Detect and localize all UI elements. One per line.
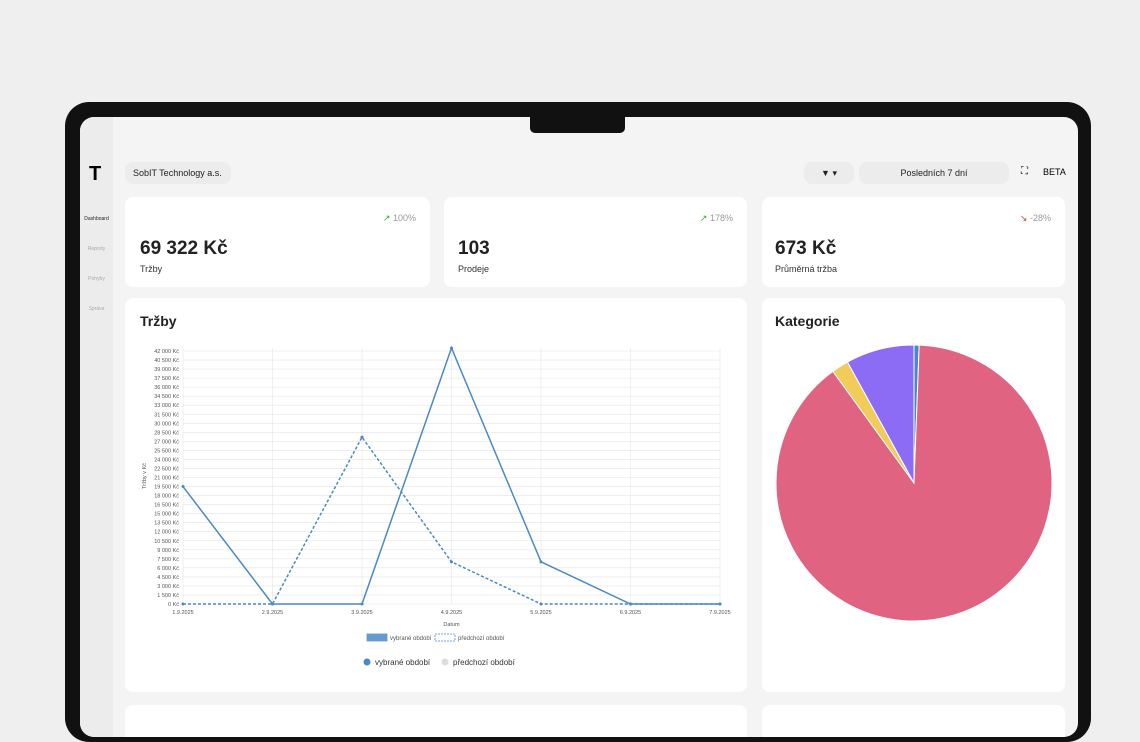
y-tick-label: 28 500 Kč	[154, 430, 179, 436]
point	[539, 560, 543, 564]
y-tick-label: 21 000 Kč	[154, 476, 179, 482]
point	[539, 602, 543, 606]
charts: Tržby 0 Kč 1 500 Kč 3 000 Kč 4 500 Kč 6 000 K…	[140, 313, 1053, 667]
point	[718, 602, 722, 606]
x-tick-label: 5.9.2025	[530, 610, 551, 616]
page: T Dashboard Reporty Pohyby Správa SobIT …	[65, 102, 1091, 742]
y-tick-label: 10 500 Kč	[154, 539, 179, 545]
company-name: SobIT Technology a.s.	[133, 168, 222, 178]
fullscreen-button[interactable]: ⛶	[1021, 166, 1028, 177]
y-tick-label: 27 000 Kč	[154, 439, 179, 445]
point	[360, 435, 364, 439]
y-tick-label: 25 500 Kč	[154, 448, 179, 454]
nav-item[interactable]: Pohyby	[88, 276, 105, 282]
point	[629, 602, 632, 606]
y-tick-label: 19 500 Kč	[154, 485, 179, 491]
camera-notch	[530, 117, 625, 133]
kpi-change: ↗ 178%	[699, 213, 733, 223]
y-tick-label: 7 500 Kč	[157, 557, 179, 563]
y-tick-label: 15 000 Kč	[154, 512, 179, 518]
nav-item[interactable]: Reporty	[87, 246, 106, 252]
y-tick-label: 9 000 Kč	[157, 548, 179, 554]
pie-slice	[846, 344, 915, 484]
legend-label: předchozí období	[458, 636, 505, 642]
kpi-label: Průměrná tržba	[775, 264, 838, 274]
x-tick-label: 4.9.2025	[441, 610, 462, 616]
legend-label: vybrané období	[375, 658, 431, 667]
kpi-label: Prodeje	[458, 264, 490, 274]
y-tick-label: 6 000 Kč	[157, 566, 179, 572]
kpi-change-value: -28%	[1029, 213, 1051, 223]
kpi-value: 673 Kč	[775, 238, 837, 259]
period-select[interactable]: Posledních 7 dní	[859, 162, 1009, 184]
legend-swatch	[366, 633, 388, 642]
chart-title: Kategorie	[775, 313, 840, 329]
point	[360, 602, 364, 606]
x-tick-label: 3.9.2025	[351, 610, 372, 616]
point	[181, 485, 185, 489]
y-tick-label: 33 000 Kč	[154, 403, 179, 409]
kpi-value: 69 322 Kč	[140, 238, 228, 259]
sidebar: T Dashboard Reporty Pohyby Správa	[80, 117, 113, 737]
logo: T	[89, 163, 102, 185]
x-tick-label: 6.9.2025	[620, 610, 641, 616]
y-tick-label: 24 000 Kč	[154, 457, 179, 463]
kpi-label: Tržby	[140, 264, 163, 274]
kpi-card: ↘ -28% 673 Kč Průměrná tržba	[762, 197, 1065, 287]
beta-badge: BETA	[1043, 167, 1066, 177]
y-tick-label: 12 000 Kč	[154, 530, 179, 536]
y-tick-label: 40 500 Kč	[154, 358, 179, 364]
period: Posledních 7 dní	[900, 168, 968, 178]
legend-label: vybrané období	[390, 636, 432, 642]
y-tick-label: 18 000 Kč	[154, 494, 179, 500]
kpi-card: ↗ 100% 69 322 Kč Tržby	[125, 197, 430, 287]
legend-dot	[441, 658, 449, 666]
y-tick-label: 31 500 Kč	[154, 412, 179, 418]
y-tick-label: 16 500 Kč	[154, 503, 179, 509]
point	[450, 346, 453, 350]
legend-label: předchozí období	[453, 658, 516, 667]
kpi-card: ↗ 178% 103 Prodeje	[444, 197, 747, 287]
x-tick-label: 1.9.2025	[172, 610, 193, 616]
point	[450, 560, 453, 564]
y-tick-label: 36 000 Kč	[154, 385, 179, 391]
y-tick-label: 42 000 Kč	[154, 349, 179, 355]
y-tick-label: 13 500 Kč	[154, 521, 179, 527]
x-tick-label: 7.9.2025	[709, 610, 730, 616]
legend-swatch	[434, 633, 456, 642]
point	[271, 602, 274, 606]
kpi-value: 103	[458, 238, 490, 259]
y-tick-label: 0 Kč	[168, 602, 179, 608]
y-tick-label: 22 500 Kč	[154, 466, 179, 472]
filter-button[interactable]: ▼ ▾	[804, 162, 854, 184]
x-tick-label: 2.9.2025	[262, 610, 283, 616]
point	[181, 602, 185, 606]
y-tick-label: 34 500 Kč	[154, 394, 179, 400]
y-tick-label: 1 500 Kč	[157, 593, 179, 599]
y-tick-label: 3 000 Kč	[157, 584, 179, 590]
kpi-change-value: 178%	[709, 213, 733, 223]
kpi-change: ↘ -28%	[1019, 213, 1051, 223]
kpi-change: ↗ 100%	[382, 213, 416, 223]
nav-item[interactable]: Správa	[88, 306, 105, 312]
y-axis-label: Tržby v Kč	[142, 463, 148, 489]
y-tick-label: 39 000 Kč	[154, 367, 179, 373]
chart-title: Tržby	[140, 313, 177, 329]
y-tick-label: 37 500 Kč	[154, 376, 179, 382]
y-tick-label: 4 500 Kč	[157, 575, 179, 581]
kpi-change-value: 100%	[392, 213, 416, 223]
x-axis-label: Datum	[443, 622, 460, 628]
legend-dot	[363, 658, 371, 666]
company-select[interactable]: SobIT Technology a.s.	[125, 162, 231, 184]
nav-item[interactable]: Dashboard	[84, 216, 109, 222]
y-tick-label: 30 000 Kč	[154, 421, 179, 427]
sales-card	[125, 298, 747, 692]
